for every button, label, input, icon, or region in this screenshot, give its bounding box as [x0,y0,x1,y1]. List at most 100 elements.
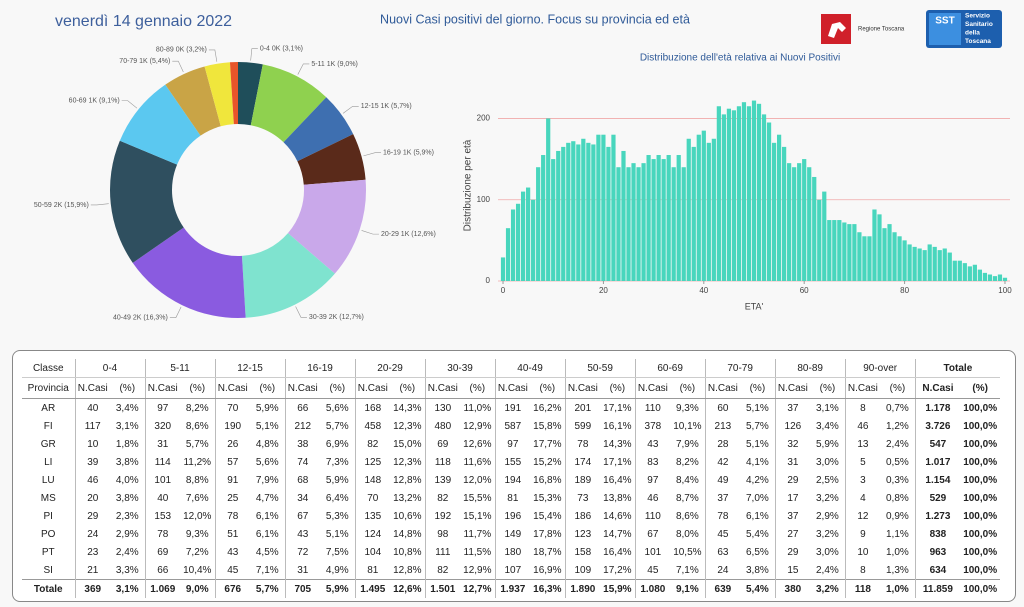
table-cell: 16,3% [530,579,566,598]
subheader-cell: N.Casi [494,377,531,399]
table-cell: 118 [424,453,461,471]
table-cell: 634 [914,561,961,580]
table-cell: 26 [214,435,251,453]
table-cell: 213 [704,417,741,435]
table-cell: 110 [634,398,671,417]
table-cell: 42 [704,453,741,471]
table-cell: 72 [284,543,321,561]
table-cell: 2,9% [816,510,839,522]
table-cell: 4,1% [745,456,769,468]
table-cell: 0,9% [886,510,909,522]
table-cell: 0,3% [886,474,909,486]
bar [576,144,581,281]
table-cell: 114 [144,453,181,471]
bar [606,146,611,281]
group-header: 20-29 [354,359,426,378]
table-cell: 4,7% [255,492,279,504]
leader-line [208,49,218,62]
table-cell: 5,1% [745,438,769,450]
table-cell: 676 [214,579,251,598]
table-cell: 5,4% [740,579,776,598]
table-cell: 29 [774,543,811,561]
table-cell: 6,1% [745,510,769,522]
table-cell: 5,7% [325,420,349,432]
table-cell: 1.178 [914,398,961,417]
table-cell: 45 [704,525,741,543]
table-cell: 68 [284,471,321,489]
bar [721,114,726,281]
table-cell: 14,6% [603,510,632,522]
table-cell: 101 [144,471,181,489]
table-cell: 458 [354,417,391,435]
bar [776,134,782,281]
table-cell: 11.859 [914,579,961,598]
bar [797,163,802,281]
bar [626,167,631,281]
table-cell: 12,6% [390,579,426,598]
table-cell: 69 [424,435,461,453]
table-cell: 124 [354,525,391,543]
table-cell: 189 [564,471,601,489]
table-cell: 100,0% [963,492,998,504]
table-cell: 11,7% [463,528,492,540]
table-cell: 11,6% [463,456,492,468]
table-cell: 82 [354,435,391,453]
bar [832,220,837,281]
table-cell: 4,5% [255,546,279,558]
bar [731,110,737,281]
table-cell: 8,2% [675,456,699,468]
table-cell: 14,8% [393,528,422,540]
table-cell: 29 [74,507,110,525]
table-cell: 7,9% [255,474,279,486]
table-cell: 6,1% [255,528,279,540]
group-header: 16-19 [284,359,356,378]
table-cell: 16,4% [603,546,632,558]
bar [987,274,993,281]
table-cell: 83 [634,453,671,471]
table-cell: 186 [564,507,601,525]
subheader-cell: (%) [670,377,706,399]
table-cell: 7,1% [255,564,279,576]
table-cell: 192 [424,507,461,525]
table-cell: 37 [774,398,811,417]
bar [616,167,621,281]
table-cell: 8,6% [675,510,699,522]
dashboard: venerdì 14 gennaio 2022 Nuovi Casi posit… [34,10,1012,322]
table-cell: 168 [354,398,391,417]
table-cell: 5,6% [255,456,279,468]
table-cell: 0,7% [886,402,909,414]
table-cell: 17,7% [533,438,562,450]
logo-pegasus [828,22,846,38]
leader-line [250,48,258,61]
table-cell: 5,9% [325,474,349,486]
bar [581,138,586,281]
bar [696,134,701,281]
table-cell: 15,3% [533,492,562,504]
table-cell: 201 [564,398,601,417]
table-cell: 104 [354,543,391,561]
header-cell: Provincia [22,377,75,399]
leader-line [90,203,109,206]
bar [882,228,887,281]
table-cell: 74 [284,453,321,471]
table-cell: 194 [494,471,531,489]
table-cell: LU [41,474,55,486]
leader-line [363,152,382,157]
bar [917,248,922,281]
bar [787,163,792,281]
table-cell: 4 [844,489,881,507]
bar [621,150,626,281]
table-cell: 49 [704,471,741,489]
slice-label: 70-79 1K (5,4%) [119,58,170,65]
slice-label: 60-69 1K (9,1%) [69,97,120,104]
group-header: 30-39 [424,359,496,378]
bar [857,232,862,281]
table-cell: 40 [74,398,110,417]
table-cell: 639 [704,579,741,598]
subheader-cell: N.Casi [634,377,671,399]
bar [972,264,977,281]
table-cell: 380 [774,579,811,598]
table-cell: 2,5% [816,474,839,486]
table-cell: 1,3% [886,564,909,576]
slice-label: 40-49 2K (16,3%) [113,315,168,322]
